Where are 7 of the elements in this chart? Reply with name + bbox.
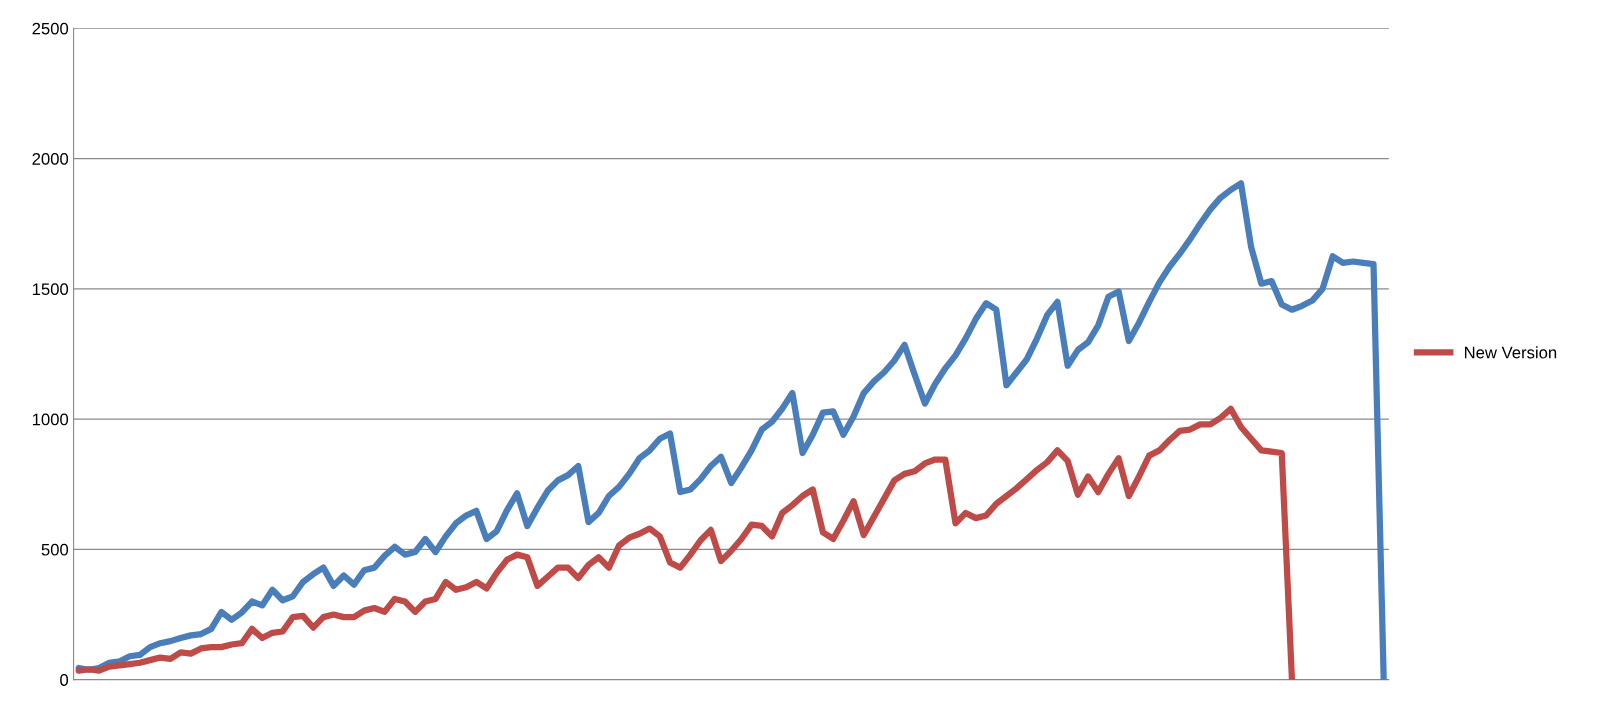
y-tick-label: 1500: [32, 283, 69, 296]
y-tick-label: 2500: [32, 22, 69, 35]
legend-label: New Version: [1464, 346, 1557, 359]
y-tick-label: 0: [60, 674, 69, 686]
y-tick-label: 500: [41, 543, 69, 556]
y-tick-label: 1000: [32, 413, 69, 426]
y-tick-label: 2000: [32, 152, 69, 165]
